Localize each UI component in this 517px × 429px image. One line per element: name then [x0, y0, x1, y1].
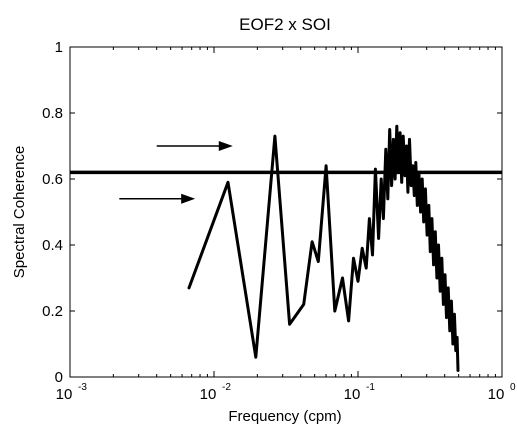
- y-tick-label: 0.6: [42, 171, 63, 188]
- x-tick-label: 10: [488, 386, 505, 403]
- chart-title: EOF2 x SOI: [239, 15, 331, 34]
- x-tick-label: 10: [344, 386, 361, 403]
- plot-area: [69, 46, 503, 378]
- y-tick-label: 1: [55, 39, 63, 56]
- x-tick-label-exponent: -1: [366, 382, 375, 393]
- annotation-arrow-head: [181, 193, 196, 204]
- coherence-series-line: [187, 124, 460, 372]
- x-tick-label-exponent: 0: [510, 382, 516, 393]
- y-axis-label: Spectral Coherence: [11, 146, 28, 279]
- x-tick-label-exponent: -2: [222, 382, 231, 393]
- x-tick-label-exponent: -3: [78, 382, 87, 393]
- x-tick-label: 10: [200, 386, 217, 403]
- y-tick-label: 0.2: [42, 303, 63, 320]
- annotation-arrow-head: [218, 141, 233, 151]
- annotation-arrow: [156, 141, 233, 151]
- y-tick-label: 0.4: [42, 237, 63, 254]
- y-tick-label: 0.8: [42, 105, 63, 122]
- x-tick-label: 10: [56, 386, 73, 403]
- annotation-arrow: [119, 193, 196, 204]
- x-axis-label: Frequency (cpm): [228, 408, 341, 425]
- y-tick-label: 0: [55, 369, 63, 386]
